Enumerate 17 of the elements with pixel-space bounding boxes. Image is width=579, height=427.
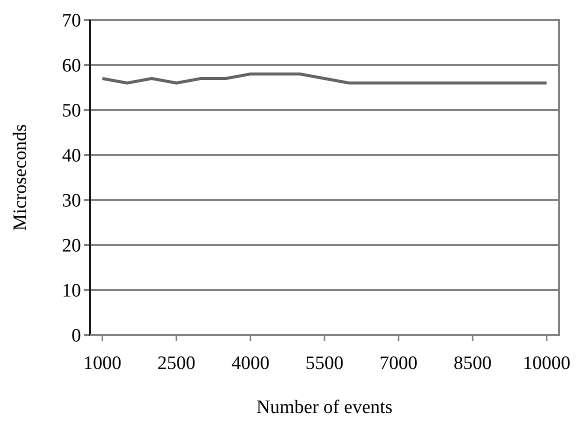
x-tick-label: 4000 (231, 353, 270, 374)
y-tick-label: 30 (62, 190, 81, 212)
x-axis-title: Number of events (256, 397, 393, 418)
y-axis-title: Microseconds (10, 124, 31, 231)
y-tick-label: 60 (62, 56, 81, 77)
y-tick-label: 10 (62, 280, 81, 302)
y-tick-label: 20 (62, 236, 81, 257)
x-tick-label: 10000 (522, 353, 570, 374)
x-tick-label: 5500 (306, 353, 344, 374)
x-tick-label: 7000 (380, 353, 418, 374)
x-tick-label: 1000 (83, 353, 122, 374)
y-tick-label: 70 (62, 10, 81, 32)
y-tick-label: 40 (62, 146, 81, 167)
y-tick-label: 0 (72, 326, 81, 347)
x-tick-label: 8500 (454, 353, 492, 374)
y-tick-label: 50 (62, 100, 81, 122)
x-tick-label: 2500 (157, 353, 196, 374)
